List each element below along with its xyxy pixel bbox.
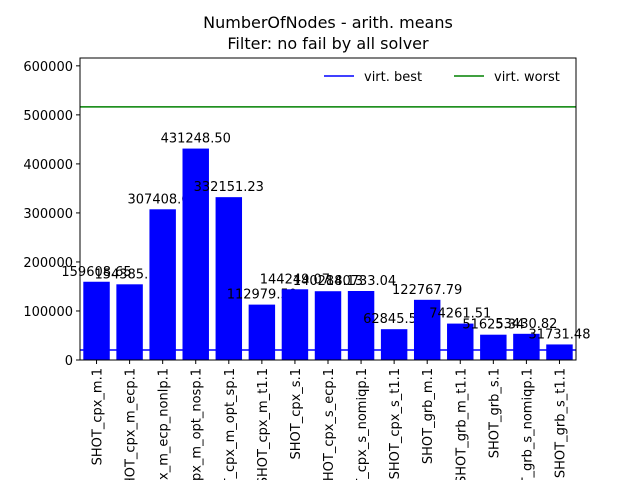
y-tick-label: 200000 (23, 256, 73, 271)
x-tick-label: SHOT_grb_s.1 (487, 368, 502, 458)
value-label: 159608.65 (61, 265, 131, 280)
x-tick-label: SHOT_cpx_s.1 (289, 368, 304, 459)
bar (149, 209, 176, 360)
x-tick-label: SHOT_cpx_m_ecp.1 (124, 368, 139, 480)
y-tick-label: 0 (65, 354, 73, 369)
chart-subtitle: Filter: no fail by all solver (227, 34, 429, 53)
plot-frame (79, 57, 577, 361)
bar (281, 289, 309, 360)
value-label: 31731.48 (528, 327, 590, 342)
bar (546, 344, 573, 360)
x-tick-label: SHOT_cpx_m_t1.1 (256, 368, 271, 480)
x-tick-label: SHOT_cpx_m.1 (91, 368, 106, 465)
value-label: 112979.50 (227, 288, 297, 303)
value-label: 140733.04 (326, 274, 396, 289)
bar (347, 291, 375, 360)
bar (447, 323, 474, 360)
x-tick-label: SHOT_cpx_m_ecp_nonlp.1 (157, 368, 172, 480)
bar (380, 329, 408, 360)
x-tick-label: SHOT_grb_s_t1.1 (553, 368, 568, 478)
value-label: 122767.79 (392, 283, 462, 298)
bar (248, 304, 276, 360)
y-tick-label: 100000 (23, 305, 73, 320)
value-label: 431248.50 (161, 132, 231, 147)
x-tick-label: SHOT_cpx_s_t1.1 (388, 368, 403, 479)
value-label: 51625.34 (462, 318, 524, 333)
legend-label: virt. worst (494, 70, 560, 85)
value-label: 53430.82 (495, 317, 557, 332)
value-label: 74261.51 (429, 307, 491, 322)
bar (314, 291, 342, 360)
y-tick-label: 400000 (23, 158, 73, 173)
x-tick-label: SHOT_grb_s_nomiqp.1 (520, 368, 535, 480)
bar (480, 334, 507, 360)
x-tick-label: SHOT_cpx_m_opt_sp.1 (223, 368, 238, 480)
bar (215, 197, 243, 360)
value-label: 307408.63 (128, 192, 198, 207)
y-tick-label: 600000 (23, 60, 73, 75)
bar (182, 148, 209, 360)
bar (83, 281, 110, 360)
value-label: 144249.07 (260, 272, 330, 287)
x-tick-label: SHOT_cpx_s_ecp.1 (322, 368, 337, 480)
bar (513, 333, 540, 360)
value-label: 154385.12 (94, 267, 164, 282)
x-tick-label: SHOT_cpx_s_nomiqp.1 (355, 368, 370, 480)
legend-label: virt. best (364, 70, 422, 85)
y-tick-label: 500000 (23, 109, 73, 124)
x-tick-label: SHOT_grb_m.1 (421, 368, 436, 464)
x-tick-label: SHOT_cpx_m_opt_nosp.1 (190, 368, 205, 480)
value-label: 140288.13 (293, 274, 363, 289)
x-tick-label: SHOT_grb_m_t1.1 (454, 368, 469, 480)
y-tick-label: 300000 (23, 207, 73, 222)
chart-title: NumberOfNodes - arith. means (203, 13, 453, 32)
value-label: 332151.23 (194, 180, 264, 195)
value-label: 62845.59 (363, 312, 425, 327)
bar (116, 284, 143, 360)
